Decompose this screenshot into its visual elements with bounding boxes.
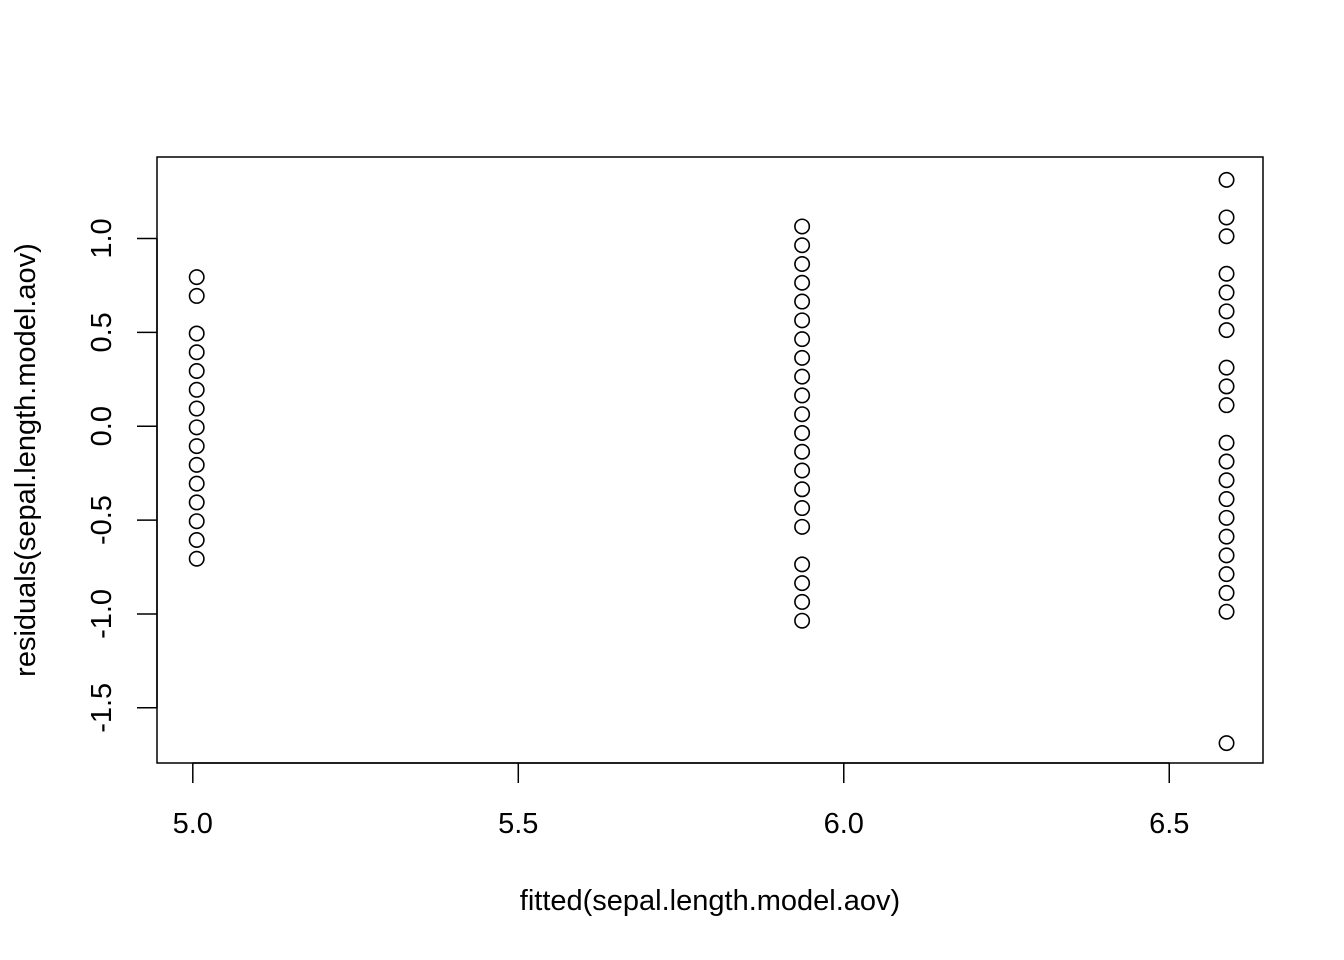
data-point bbox=[1218, 284, 1235, 301]
data-point bbox=[794, 612, 811, 629]
data-point bbox=[794, 331, 811, 348]
plot-frame bbox=[156, 156, 1264, 764]
data-point bbox=[794, 387, 811, 404]
data-points bbox=[188, 171, 1235, 752]
data-point bbox=[1218, 209, 1235, 226]
data-point bbox=[188, 550, 205, 567]
data-point bbox=[1218, 453, 1235, 470]
data-point bbox=[188, 325, 205, 342]
y-tick-label: 1.0 bbox=[86, 218, 118, 258]
data-point bbox=[1218, 491, 1235, 508]
data-point bbox=[188, 531, 205, 548]
data-point bbox=[794, 312, 811, 329]
data-point bbox=[794, 500, 811, 517]
data-point bbox=[794, 593, 811, 610]
data-point bbox=[1218, 509, 1235, 526]
data-point bbox=[188, 381, 205, 398]
data-point bbox=[1218, 547, 1235, 564]
x-tick-label: 6.5 bbox=[1149, 808, 1189, 840]
data-point bbox=[1218, 434, 1235, 451]
data-point bbox=[794, 424, 811, 441]
data-point bbox=[794, 443, 811, 460]
data-point bbox=[794, 556, 811, 573]
data-point bbox=[1218, 171, 1235, 188]
x-tick-label: 6.0 bbox=[824, 808, 864, 840]
data-point bbox=[188, 287, 205, 304]
data-point bbox=[188, 494, 205, 511]
y-axis-title: residuals(sepal.length.model.aov) bbox=[10, 243, 42, 677]
data-point bbox=[1218, 603, 1235, 620]
data-point bbox=[794, 349, 811, 366]
data-point bbox=[1218, 228, 1235, 245]
data-point bbox=[794, 406, 811, 423]
data-point bbox=[794, 274, 811, 291]
data-point bbox=[1218, 735, 1235, 752]
data-point bbox=[794, 256, 811, 273]
data-point bbox=[794, 293, 811, 310]
data-point bbox=[1218, 378, 1235, 395]
x-tick-label: 5.5 bbox=[498, 808, 538, 840]
data-point bbox=[794, 518, 811, 535]
data-point bbox=[794, 218, 811, 235]
x-axis: 5.0 5.5 6.0 6.5 bbox=[173, 762, 1189, 840]
data-point bbox=[188, 400, 205, 417]
y-tick-label: 0.5 bbox=[86, 312, 118, 352]
data-point bbox=[1218, 303, 1235, 320]
data-point bbox=[1218, 322, 1235, 339]
data-point bbox=[188, 475, 205, 492]
data-point bbox=[1218, 397, 1235, 414]
data-point bbox=[188, 363, 205, 380]
data-point bbox=[1218, 472, 1235, 489]
data-point bbox=[188, 438, 205, 455]
data-point bbox=[188, 344, 205, 361]
data-point bbox=[794, 462, 811, 479]
data-point bbox=[1218, 359, 1235, 376]
data-point bbox=[1218, 265, 1235, 282]
data-point bbox=[1218, 566, 1235, 583]
y-tick-label: -0.5 bbox=[86, 495, 118, 545]
data-point bbox=[188, 419, 205, 436]
data-point bbox=[794, 237, 811, 254]
y-tick-label: -1.5 bbox=[86, 683, 118, 733]
data-point bbox=[1218, 528, 1235, 545]
data-point bbox=[1218, 584, 1235, 601]
data-point bbox=[188, 269, 205, 286]
x-axis-title: fitted(sepal.length.model.aov) bbox=[520, 885, 900, 917]
y-tick-label: 0.0 bbox=[86, 406, 118, 446]
data-point bbox=[188, 456, 205, 473]
data-point bbox=[794, 481, 811, 498]
data-point bbox=[794, 575, 811, 592]
x-tick-label: 5.0 bbox=[173, 808, 213, 840]
y-tick-label: -1.0 bbox=[86, 589, 118, 639]
data-point bbox=[794, 368, 811, 385]
data-point bbox=[188, 513, 205, 530]
y-axis: -1.5 -1.0 -0.5 0.0 0.5 1.0 bbox=[86, 218, 158, 733]
